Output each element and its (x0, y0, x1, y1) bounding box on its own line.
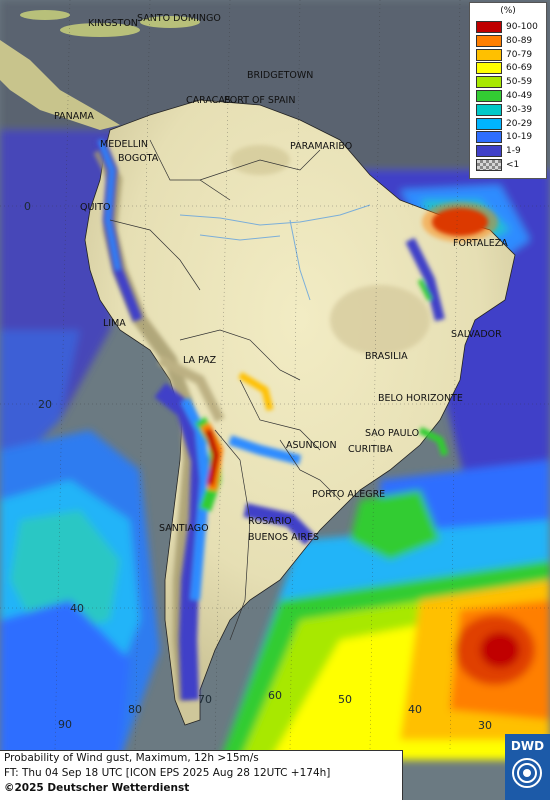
lon-label: 90 (58, 718, 72, 731)
swirl-icon (512, 758, 542, 788)
city-label: SALVADOR (451, 329, 502, 340)
legend-item: 40-49 (474, 90, 546, 102)
dwd-logo: DWD (505, 734, 550, 800)
grid-labels: 0 20 40 90 80 70 60 50 40 30 (24, 200, 492, 732)
legend-swatch (476, 103, 502, 116)
legend-item: 30-39 (474, 103, 546, 116)
legend-item: 10-19 (474, 131, 546, 144)
city-label: SAO PAULO (365, 428, 419, 439)
legend-label: 80-89 (506, 35, 533, 46)
dwd-logo-text: DWD (510, 739, 545, 753)
legend-label: 70-79 (506, 49, 533, 60)
lat-label: 0 (24, 200, 31, 213)
city-label: BRIDGETOWN (247, 70, 313, 81)
legend-label: 20-29 (506, 118, 533, 129)
city-label: PARAMARIBO (290, 141, 352, 152)
lon-label: 60 (268, 689, 282, 702)
lat-label: 20 (38, 398, 52, 411)
andes-probability (95, 138, 449, 701)
city-label: PORT OF SPAIN (224, 95, 295, 106)
legend-swatch (476, 62, 502, 75)
city-label: KINGSTON (88, 18, 138, 29)
probability-field (0, 0, 550, 760)
city-labels: KINGSTON SANTO DOMINGO BRIDGETOWN CARACA… (54, 13, 508, 543)
legend-item: 20-29 (474, 117, 546, 130)
legend-label: 30-39 (506, 104, 533, 115)
lat-label: 40 (70, 602, 84, 615)
lon-label: 80 (128, 703, 142, 716)
city-label: PORTO ALEGRE (312, 489, 385, 500)
legend-label: <1 (506, 160, 520, 170)
city-label: MEDELLIN (100, 139, 148, 150)
legend: (%) 90-100 80-89 70-79 60-69 50-59 40-49 30-39… (469, 2, 547, 179)
city-label: QUITO (80, 202, 111, 213)
map-title: Probability of Wind gust, Maximum, 12h >… (4, 752, 259, 764)
legend-swatch (476, 76, 502, 89)
legend-item: 50-59 (474, 76, 546, 89)
city-label: BRASILIA (365, 351, 408, 362)
lon-label: 50 (338, 693, 352, 706)
city-label: BELO HORIZONTE (378, 393, 463, 404)
legend-swatch (476, 21, 502, 33)
city-label: BUENOS AIRES (248, 532, 319, 543)
legend-swatch (476, 48, 502, 61)
legend-item: 80-89 (474, 34, 546, 47)
legend-label: 90-100 (506, 22, 538, 32)
legend-item: 90-100 (474, 21, 546, 33)
legend-swatch (476, 159, 502, 171)
city-label: BOGOTA (118, 153, 159, 164)
legend-swatch (476, 90, 502, 102)
legend-swatch (476, 131, 502, 144)
lon-label: 70 (198, 693, 212, 706)
info-box: Probability of Wind gust, Maximum, 12h >… (0, 750, 403, 800)
lon-label: 40 (408, 703, 422, 716)
city-label: ROSARIO (248, 516, 292, 527)
country-borders (109, 139, 341, 641)
legend-label: 1-9 (506, 146, 521, 157)
forecast-time: FT: Thu 04 Sep 18 UTC [ICON EPS 2025 Aug… (4, 767, 331, 779)
city-label: PANAMA (54, 111, 94, 122)
city-label: FORTALEZA (453, 238, 508, 249)
city-label: LA PAZ (183, 355, 217, 366)
legend-swatch (476, 145, 502, 158)
legend-item: 60-69 (474, 62, 546, 75)
rivers (179, 204, 371, 301)
city-label: LIMA (103, 318, 126, 329)
copyright: ©2025 Deutscher Wetterdienst (4, 782, 190, 794)
legend-item: <1 (474, 159, 546, 171)
lon-label: 30 (478, 719, 492, 732)
legend-label: 50-59 (506, 77, 533, 88)
city-label: CARACAS (186, 95, 231, 106)
city-label: CURITIBA (348, 444, 393, 455)
legend-label: 60-69 (506, 63, 533, 74)
legend-label: 40-49 (506, 91, 533, 101)
legend-swatch (476, 117, 502, 130)
city-label: ASUNCION (286, 440, 337, 451)
relief-shading (93, 145, 430, 701)
city-label: SANTO DOMINGO (137, 13, 221, 24)
city-label: SANTIAGO (159, 523, 209, 534)
legend-item: 70-79 (474, 48, 546, 61)
legend-label: 10-19 (506, 132, 533, 143)
legend-title: (%) (500, 6, 516, 16)
legend-item: 1-9 (474, 145, 546, 158)
legend-swatch (476, 34, 502, 47)
